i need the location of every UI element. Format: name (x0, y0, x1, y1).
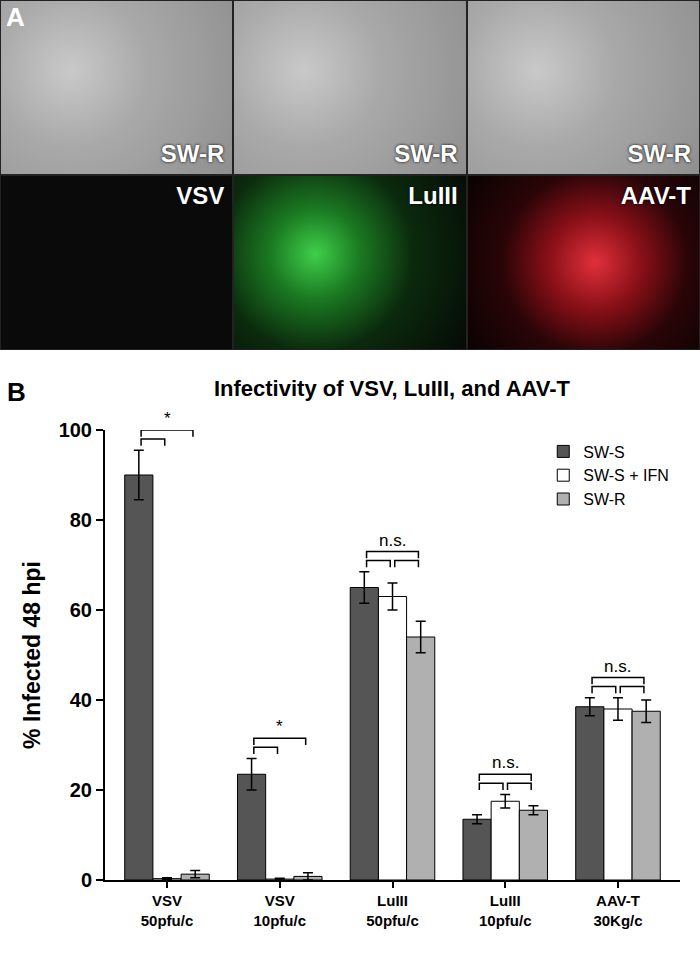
svg-text:B: B (7, 377, 26, 407)
svg-text:VSV10pfu/c: VSV10pfu/c (253, 892, 306, 929)
html-text:VSV: VSV (176, 182, 225, 209)
svg-text:n.s.: n.s. (604, 657, 631, 676)
html-text:SW-R: SW-R (160, 140, 225, 167)
html-text:SW-R: SW-R (394, 140, 458, 167)
svg-text:% Infected 48 hpi: % Infected 48 hpi (19, 561, 45, 749)
html-text:SW-R: SW-R (627, 140, 691, 167)
svg-text:80: 80 (70, 509, 92, 531)
svg-text:LuIII50pfu/c: LuIII50pfu/c (366, 892, 419, 929)
svg-text:n.s.: n.s. (492, 753, 519, 772)
svg-text:VSV50pfu/c: VSV50pfu/c (141, 892, 194, 929)
svg-text:LuIII10pfu/c: LuIII10pfu/c (479, 892, 532, 929)
svg-text:SW-S + IFN: SW-S + IFN (583, 467, 669, 484)
svg-text:AAV-T30Kg/c: AAV-T30Kg/c (593, 892, 642, 929)
svg-text:60: 60 (70, 599, 92, 621)
svg-text:*: * (164, 409, 171, 428)
svg-text:*: * (276, 717, 283, 736)
svg-text:SW-S: SW-S (583, 444, 624, 461)
html-text:LuIII: LuIII (408, 182, 458, 209)
html-text:AAV-T: AAV-T (620, 182, 691, 209)
svg-text:n.s.: n.s. (379, 531, 406, 550)
svg-text:Infectivity of VSV, LuIII, and: Infectivity of VSV, LuIII, and AAV-T (214, 376, 571, 401)
html-text:A: A (6, 2, 25, 32)
svg-text:40: 40 (70, 689, 92, 711)
svg-text:0: 0 (81, 869, 92, 891)
svg-text:20: 20 (70, 779, 92, 801)
svg-text:100: 100 (59, 419, 92, 441)
svg-text:SW-R: SW-R (583, 491, 625, 508)
